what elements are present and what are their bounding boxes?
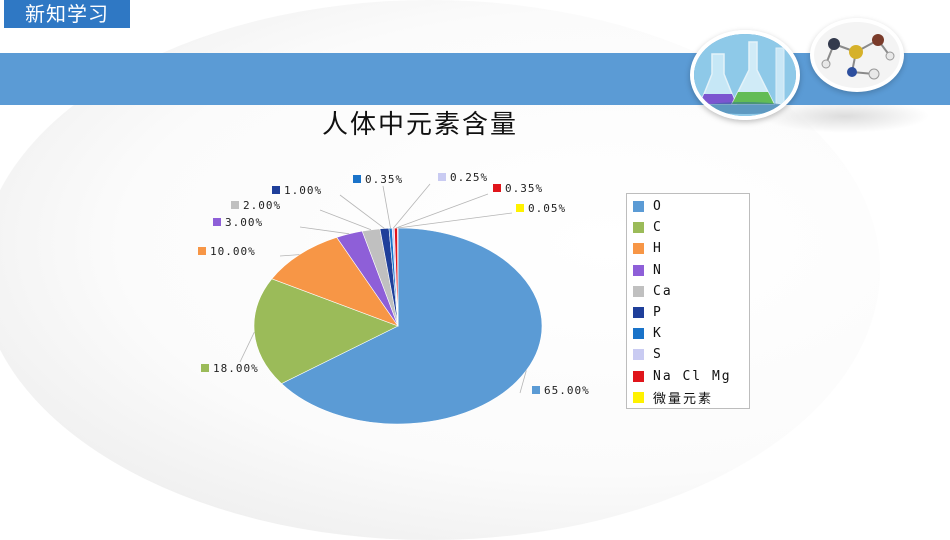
legend-item: Ca — [627, 281, 749, 302]
data-label-5: 1.00% — [284, 184, 322, 197]
legend-item: S — [627, 344, 749, 365]
data-label-swatch-2 — [198, 247, 206, 255]
legend-label: O — [653, 199, 663, 214]
legend-label: C — [653, 220, 663, 235]
data-label-swatch-6 — [353, 175, 361, 183]
data-label-2: 10.00% — [210, 245, 256, 258]
legend-label: H — [653, 241, 663, 256]
legend-label: Na Cl Mg — [653, 369, 732, 384]
legend-label: 微量元素 — [653, 388, 713, 407]
data-label-swatch-8 — [493, 184, 501, 192]
legend-label: N — [653, 263, 663, 278]
data-label-swatch-5 — [272, 186, 280, 194]
leader-line-6 — [383, 186, 391, 228]
data-label-7: 0.25% — [450, 171, 488, 184]
legend-item: K — [627, 323, 749, 344]
legend-item: 微量元素 — [627, 387, 749, 408]
legend-label: S — [653, 347, 663, 362]
leader-line-9 — [398, 213, 512, 228]
legend-swatch — [633, 243, 644, 254]
data-label-4: 2.00% — [243, 199, 281, 212]
leader-line-3 — [300, 227, 349, 234]
leader-line-2 — [280, 255, 299, 256]
legend-swatch — [633, 307, 644, 318]
data-label-1: 18.00% — [213, 362, 259, 375]
leader-line-5 — [340, 195, 384, 228]
legend-swatch — [633, 201, 644, 212]
data-label-8: 0.35% — [505, 182, 543, 195]
data-label-6: 0.35% — [365, 173, 403, 186]
data-label-swatch-7 — [438, 173, 446, 181]
legend-item: O — [627, 196, 749, 217]
legend-item: Na Cl Mg — [627, 366, 749, 387]
legend-label: K — [653, 326, 663, 341]
leader-line-7 — [393, 184, 430, 228]
legend-swatch — [633, 349, 644, 360]
legend-item: H — [627, 238, 749, 259]
legend-swatch — [633, 286, 644, 297]
data-label-9: 0.05% — [528, 202, 566, 215]
data-label-swatch-0 — [532, 386, 540, 394]
legend-swatch — [633, 328, 644, 339]
data-label-swatch-1 — [201, 364, 209, 372]
leader-line-1 — [240, 332, 254, 362]
legend-item: C — [627, 217, 749, 238]
legend-item: P — [627, 302, 749, 323]
data-label-swatch-4 — [231, 201, 239, 209]
legend-swatch — [633, 222, 644, 233]
legend-swatch — [633, 265, 644, 276]
data-label-swatch-9 — [516, 204, 524, 212]
data-label-0: 65.00% — [544, 384, 590, 397]
legend-label: Ca — [653, 284, 673, 299]
leader-line-8 — [396, 194, 488, 228]
legend-swatch — [633, 392, 644, 403]
legend-swatch — [633, 371, 644, 382]
data-label-swatch-3 — [213, 218, 221, 226]
legend-item: N — [627, 260, 749, 281]
data-label-3: 3.00% — [225, 216, 263, 229]
legend-label: P — [653, 305, 663, 320]
